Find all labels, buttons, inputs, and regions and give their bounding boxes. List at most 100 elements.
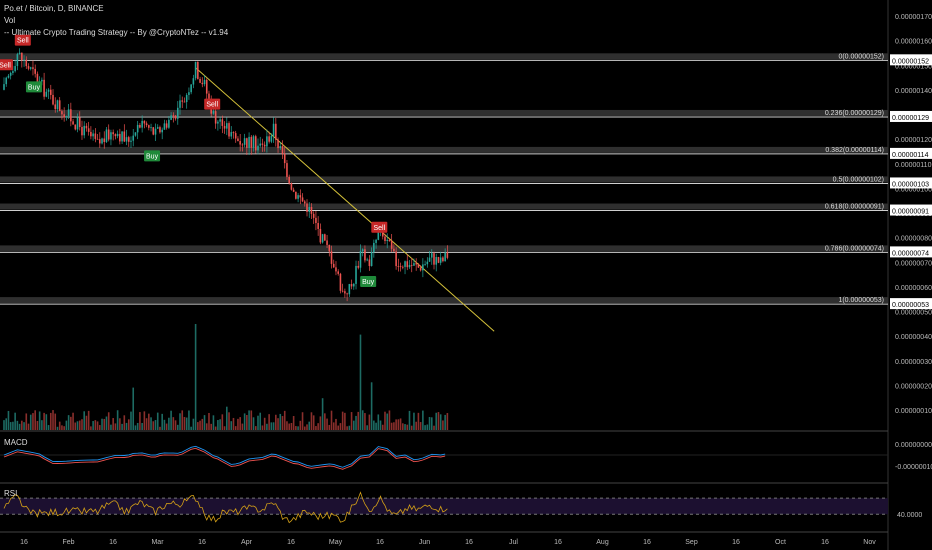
candle-body	[32, 67, 34, 69]
volume-bar	[150, 417, 152, 430]
volume-bar	[277, 418, 279, 430]
candle-body	[103, 138, 106, 142]
volume-bar	[210, 423, 213, 430]
volume-bar	[239, 417, 241, 430]
volume-bar	[446, 413, 449, 430]
volume-bar	[295, 426, 297, 430]
candle-body	[446, 252, 449, 258]
candle-body	[63, 114, 65, 118]
buy-marker-label: Buy	[362, 279, 375, 286]
candle-body	[295, 191, 297, 199]
candle-body	[212, 111, 215, 114]
volume-bar	[107, 412, 110, 430]
volume-bar	[381, 424, 384, 430]
candle-body	[85, 125, 88, 129]
candle-body	[214, 111, 217, 124]
volume-bar	[344, 412, 346, 430]
candle-body	[174, 115, 177, 119]
macd-tick-label: -0.00000010	[895, 464, 932, 471]
candle-body	[185, 94, 188, 103]
macd-tick-label: 0.00000000	[895, 442, 932, 449]
candle-body	[165, 123, 168, 128]
volume-bar	[87, 410, 90, 430]
volume-bar	[241, 423, 244, 430]
candle-body	[373, 242, 375, 253]
macd-label: MACD	[4, 438, 28, 447]
volume-bar	[406, 424, 409, 430]
volume-bar	[384, 411, 386, 430]
candle-body	[219, 119, 221, 122]
volume-bar	[373, 420, 375, 430]
volume-bar	[228, 412, 230, 430]
candle-body	[292, 189, 295, 192]
volume-bar	[422, 410, 424, 430]
candle-body	[419, 267, 422, 271]
volume-bar	[397, 419, 400, 430]
candle-body	[248, 136, 250, 148]
candle-body	[208, 93, 210, 99]
candle-body	[45, 91, 48, 97]
candle-body	[127, 137, 130, 142]
volume-bar	[176, 424, 179, 430]
volume-bar	[65, 420, 68, 430]
candle-body	[168, 119, 170, 128]
fib-price-tag-bg	[890, 54, 932, 66]
volume-bar	[410, 425, 413, 430]
candle-body	[312, 213, 315, 218]
volume-bar	[226, 406, 228, 430]
volume-bar	[123, 415, 126, 430]
x-tick-label: Feb	[62, 539, 74, 546]
buy-marker-label: Buy	[28, 84, 41, 91]
x-tick-label: Sep	[685, 539, 698, 546]
candle-body	[12, 71, 14, 73]
volume-bar	[217, 420, 219, 430]
candle-body	[223, 125, 226, 129]
volume-bar	[437, 412, 440, 430]
volume-bar	[81, 419, 83, 430]
candle-body	[43, 79, 45, 97]
volume-bar	[395, 419, 397, 430]
volume-bar	[67, 415, 70, 430]
candle-body	[348, 284, 351, 295]
fib-price-tag: 0.00000114	[892, 152, 929, 159]
candle-body	[430, 253, 433, 258]
volume-bar	[301, 412, 304, 430]
candle-body	[188, 92, 190, 95]
volume-bar	[419, 422, 422, 430]
candle-body	[350, 284, 353, 287]
candle-body	[21, 52, 23, 61]
candle-body	[183, 101, 186, 103]
candle-body	[101, 138, 103, 144]
candle-body	[205, 79, 208, 94]
price-tick-label: 0.00000120	[895, 137, 932, 144]
sell-marker-label: Sell	[206, 102, 218, 109]
candle-body	[283, 153, 286, 164]
candle-body	[65, 116, 68, 118]
candle-body	[190, 84, 192, 93]
volume-bar	[299, 420, 302, 430]
x-tick-label: 16	[554, 539, 562, 546]
candle-body	[252, 136, 255, 148]
candle-body	[9, 72, 12, 76]
candle-body	[290, 183, 293, 190]
volume-bar	[281, 416, 284, 430]
volume-bar	[174, 420, 177, 430]
volume-bar	[259, 412, 262, 430]
candle-body	[341, 290, 344, 292]
volume-bar	[132, 387, 135, 430]
fib-band	[0, 109, 888, 116]
candle-body	[435, 257, 438, 265]
candle-body	[317, 223, 319, 229]
volume-bar	[430, 417, 433, 430]
candle-body	[306, 203, 308, 212]
candle-body	[56, 100, 59, 110]
fib-level-label: 0.236(0.00000129)	[825, 110, 884, 117]
candle-body	[5, 77, 8, 85]
candle-body	[114, 134, 117, 137]
candles	[3, 48, 449, 302]
fib-price-tag-bg	[890, 298, 932, 310]
candle-body	[110, 132, 112, 140]
volume-bar	[286, 421, 288, 430]
candle-body	[359, 251, 362, 268]
volume-bar	[145, 418, 148, 430]
